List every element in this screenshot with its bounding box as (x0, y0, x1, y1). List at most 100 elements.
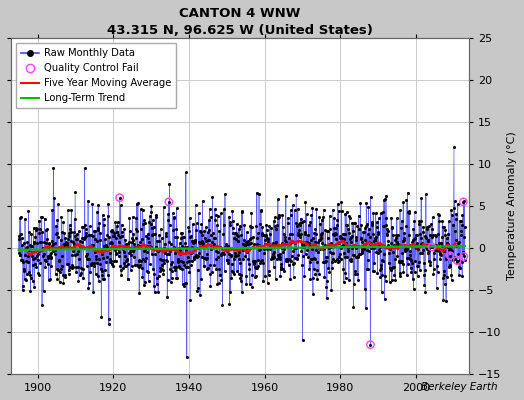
Point (407, 257, 415, 264)
Point (418, 240, 427, 247)
Point (426, 232, 434, 238)
Point (418, 239, 426, 246)
Point (432, 285, 441, 291)
Point (282, 256, 291, 262)
Point (292, 191, 300, 198)
Point (115, 248, 124, 255)
Point (367, 240, 376, 246)
Point (460, 253, 468, 260)
Point (154, 246, 162, 253)
Point (36, 260, 45, 266)
Point (333, 240, 342, 246)
Point (379, 258, 387, 264)
Point (449, 257, 457, 264)
Point (311, 226, 320, 232)
Point (253, 190, 261, 196)
Point (61, 274, 69, 280)
Point (66, 226, 74, 232)
Point (64, 271, 73, 278)
Point (145, 239, 154, 245)
Point (194, 252, 202, 259)
Point (287, 257, 296, 264)
Point (241, 246, 249, 252)
Point (166, 266, 174, 272)
Point (268, 251, 277, 258)
Point (41, 257, 49, 264)
Point (205, 217, 213, 223)
Point (232, 230, 240, 236)
Point (336, 235, 344, 242)
Point (48, 207, 56, 213)
Point (436, 252, 445, 258)
Point (281, 241, 289, 248)
Point (117, 229, 126, 236)
Point (199, 240, 208, 246)
Point (276, 273, 285, 279)
Point (71, 189, 79, 196)
Point (252, 223, 260, 229)
Point (225, 301, 234, 307)
Point (15, 215, 24, 221)
Point (17, 256, 25, 263)
Point (25, 269, 34, 275)
Point (107, 228, 115, 234)
Point (215, 244, 224, 250)
Point (417, 235, 425, 242)
Point (361, 286, 369, 292)
Point (214, 254, 223, 260)
Point (325, 268, 334, 275)
Point (230, 235, 238, 241)
Point (346, 234, 355, 240)
Point (135, 257, 144, 263)
Point (237, 272, 246, 278)
Point (331, 258, 339, 264)
Point (23, 244, 31, 251)
Point (239, 236, 248, 243)
Point (146, 243, 155, 250)
Point (272, 226, 280, 232)
Point (103, 254, 111, 260)
Point (244, 244, 252, 251)
Point (119, 244, 127, 250)
Point (238, 209, 246, 216)
Point (346, 236, 354, 242)
Point (164, 211, 172, 217)
Point (451, 256, 459, 262)
Point (371, 237, 379, 244)
Point (107, 238, 116, 245)
Point (138, 273, 147, 280)
Point (245, 236, 254, 243)
Point (452, 216, 460, 222)
Point (65, 267, 73, 273)
Point (172, 226, 181, 232)
Point (260, 241, 269, 247)
Point (241, 242, 249, 248)
Point (332, 222, 341, 228)
Point (100, 276, 108, 282)
Point (168, 259, 176, 265)
Point (176, 246, 184, 253)
Point (169, 214, 178, 221)
Point (29, 224, 38, 231)
Point (253, 234, 261, 241)
Point (137, 226, 145, 232)
Point (456, 257, 464, 263)
Point (387, 214, 396, 221)
Point (380, 250, 388, 257)
Point (124, 261, 133, 267)
Point (423, 250, 432, 256)
Point (163, 277, 172, 284)
Point (460, 198, 468, 204)
Point (316, 237, 324, 244)
Point (129, 254, 138, 260)
Point (368, 220, 376, 227)
Point (222, 241, 231, 247)
Point (52, 230, 60, 237)
Point (227, 274, 235, 281)
Point (131, 245, 139, 252)
Point (189, 238, 198, 244)
Point (176, 264, 184, 271)
Point (330, 215, 339, 221)
Point (50, 250, 59, 257)
Point (128, 214, 137, 220)
